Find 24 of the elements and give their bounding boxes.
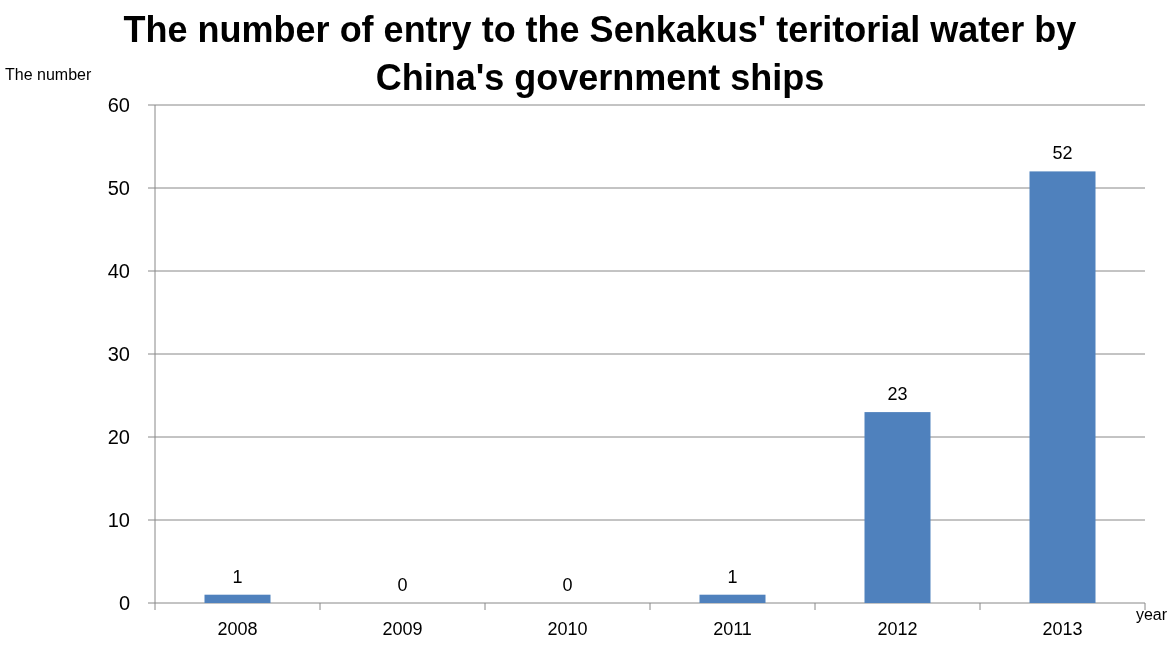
data-label: 1	[232, 566, 243, 587]
bar	[864, 412, 931, 603]
x-tick-label: 2013	[1042, 619, 1083, 639]
y-tick-label: 0	[118, 592, 130, 614]
bar	[1029, 171, 1096, 603]
x-tick-label: 2011	[713, 619, 752, 639]
data-label: 0	[397, 575, 408, 595]
y-tick-label: 50	[107, 177, 130, 199]
y-tick-label: 40	[107, 260, 130, 282]
x-tick-label: 2012	[877, 619, 918, 639]
data-label: 0	[562, 575, 573, 595]
x-tick-label: 2008	[217, 619, 258, 639]
y-tick-label: 10	[107, 509, 130, 531]
y-tick-label: 30	[107, 343, 130, 365]
x-tick-label: 2009	[382, 619, 423, 639]
data-label: 1	[727, 566, 738, 587]
bar	[699, 594, 766, 603]
x-tick-label: 2010	[547, 619, 588, 639]
y-axis-title: The number	[5, 66, 92, 83]
data-label: 23	[887, 384, 908, 405]
y-tick-label: 20	[107, 426, 130, 448]
bar	[204, 594, 271, 603]
data-label: 52	[1052, 143, 1073, 164]
x-axis-title: year	[1135, 606, 1168, 623]
